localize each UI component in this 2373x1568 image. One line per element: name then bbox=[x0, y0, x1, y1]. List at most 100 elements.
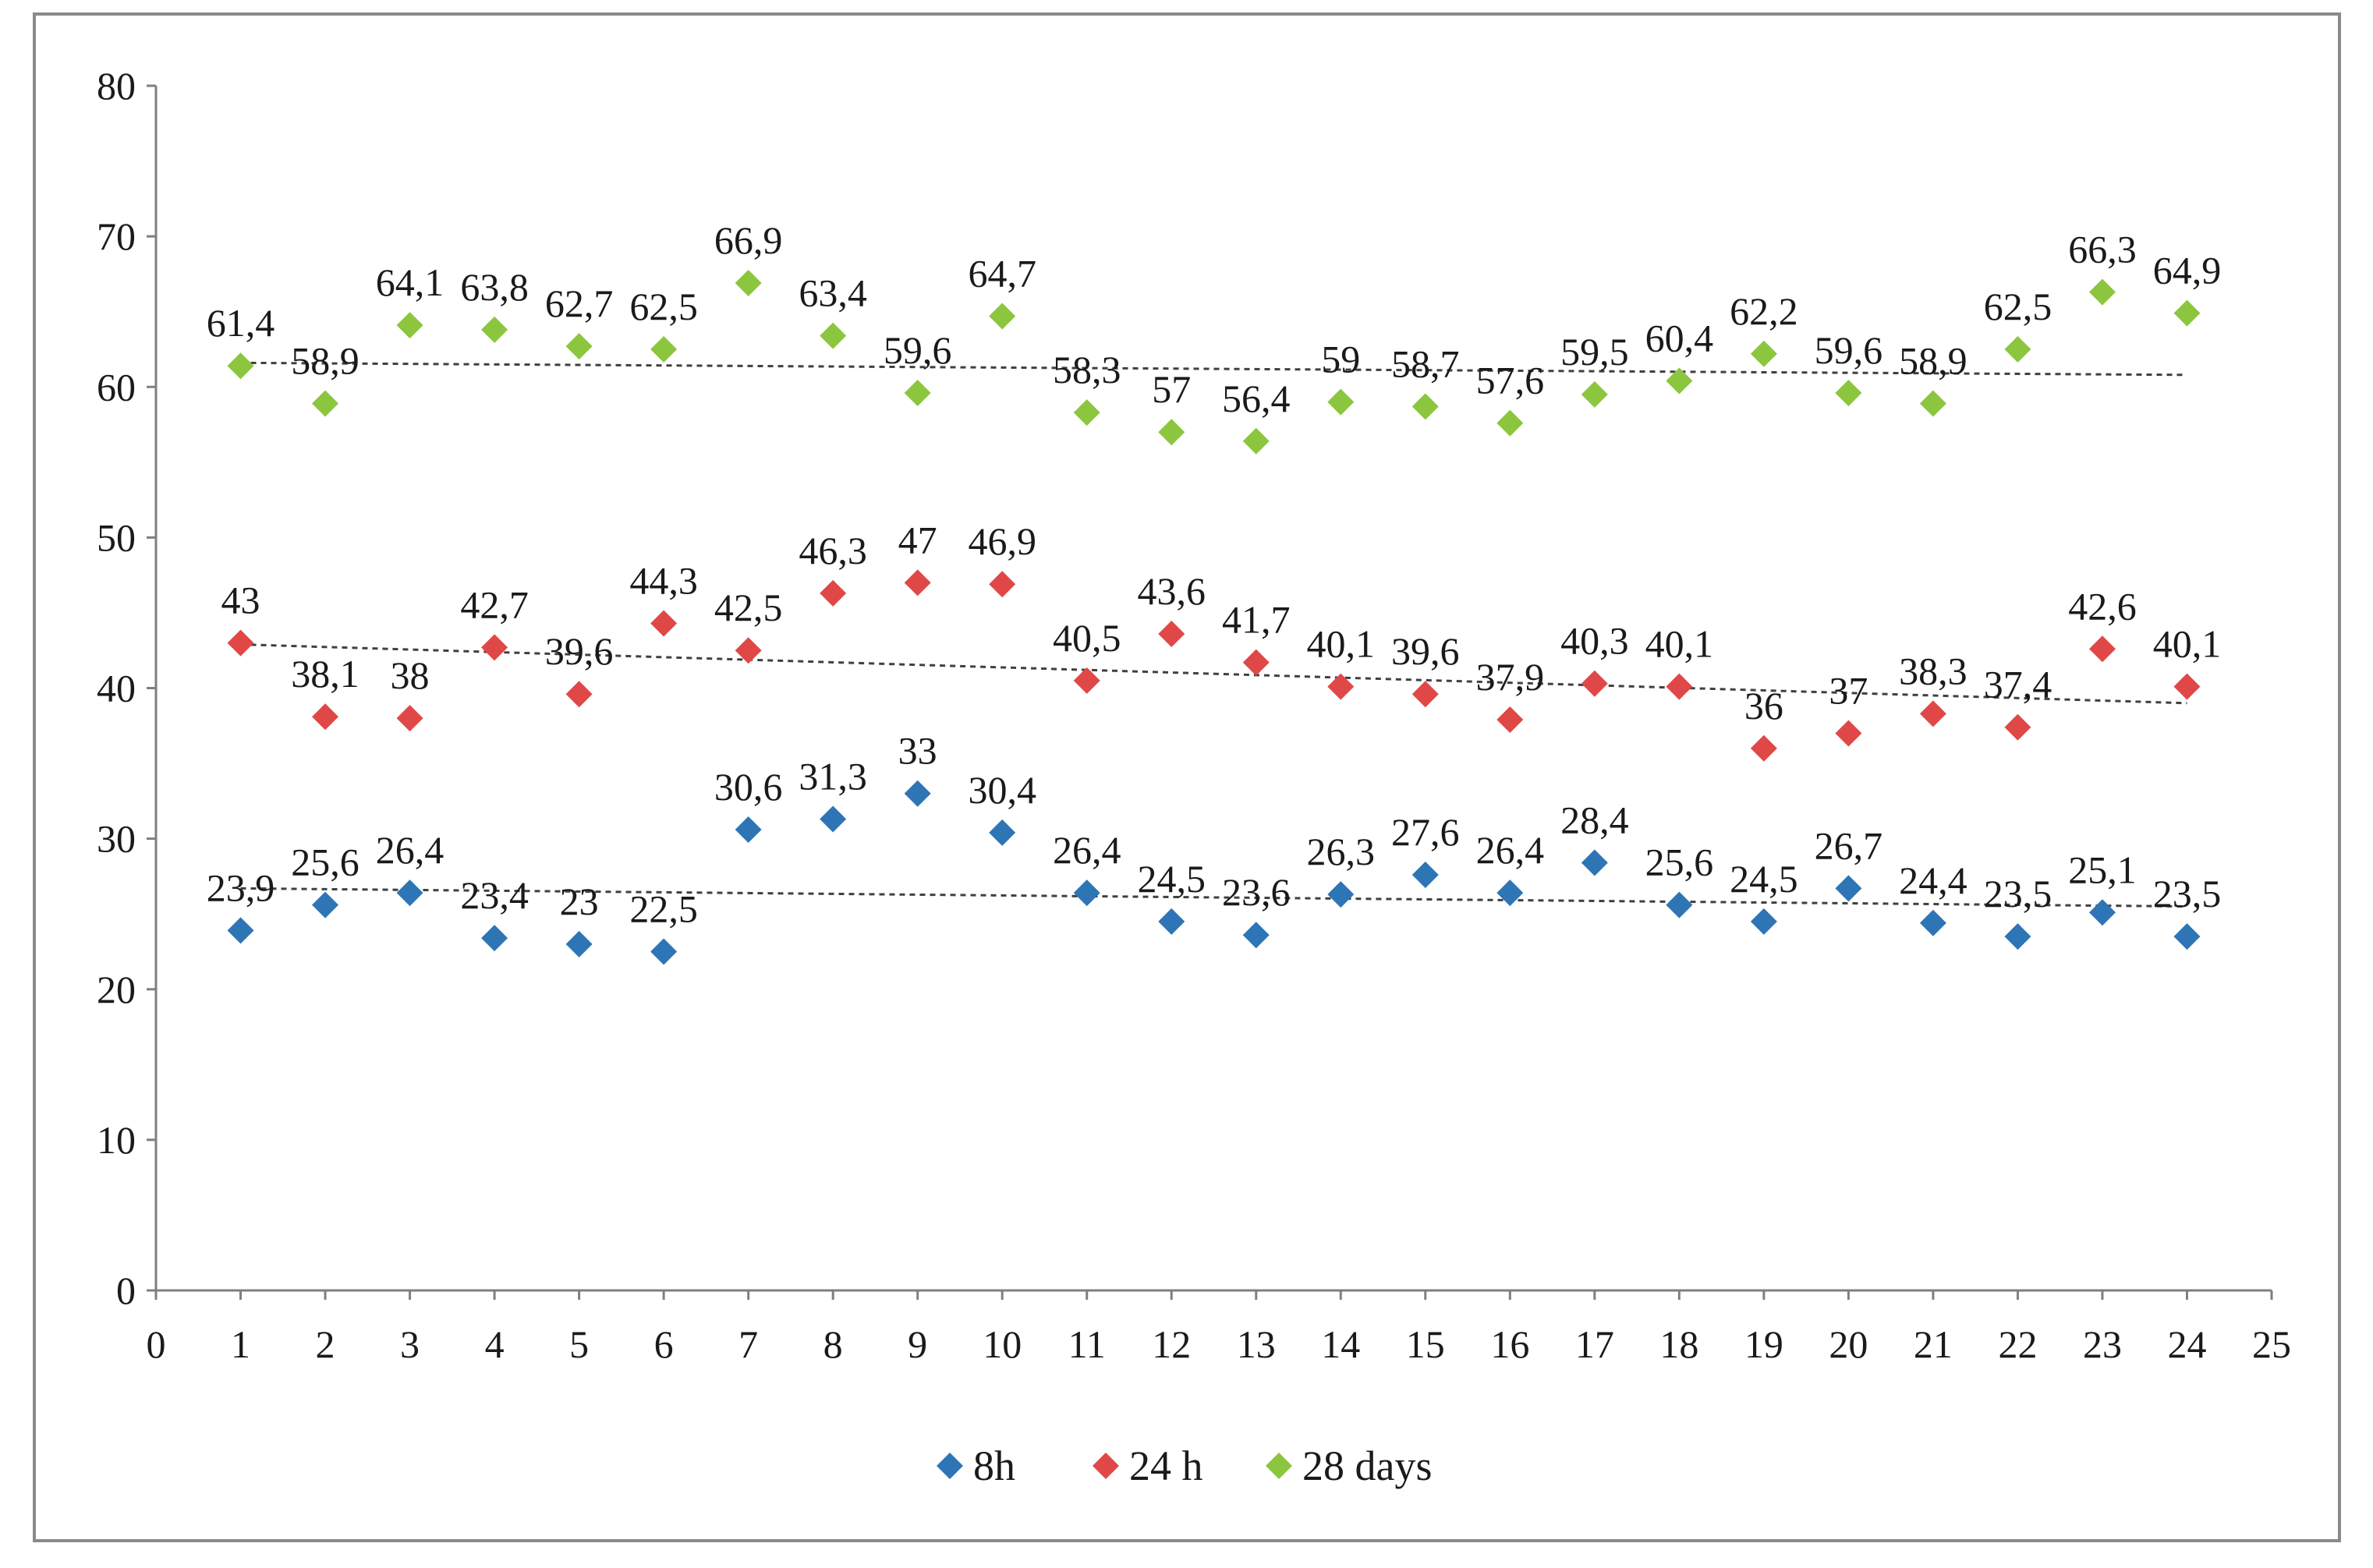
data-point-24-h bbox=[227, 629, 254, 657]
data-label-28-days: 58,9 bbox=[291, 338, 359, 382]
data-point-8h bbox=[312, 891, 339, 919]
data-label-24-h: 40,1 bbox=[2153, 622, 2222, 666]
x-tick-label: 9 bbox=[908, 1322, 927, 1366]
data-point-28-days bbox=[2088, 278, 2116, 306]
x-tick-label: 1 bbox=[231, 1322, 250, 1366]
data-point-8h bbox=[1411, 861, 1439, 888]
x-tick-label: 6 bbox=[654, 1322, 674, 1366]
data-label-24-h: 39,6 bbox=[545, 629, 614, 673]
data-label-24-h: 44,3 bbox=[629, 558, 698, 602]
data-point-28-days bbox=[396, 312, 423, 339]
data-label-8h: 25,6 bbox=[1645, 841, 1714, 884]
x-tick-label: 3 bbox=[400, 1322, 420, 1366]
x-tick-label: 0 bbox=[147, 1322, 166, 1366]
data-label-24-h: 36 bbox=[1744, 684, 1783, 727]
data-point-28-days bbox=[1835, 379, 1862, 406]
x-tick-label: 19 bbox=[1744, 1322, 1783, 1366]
x-tick-label: 13 bbox=[1237, 1322, 1276, 1366]
data-point-24-h bbox=[1327, 673, 1355, 700]
x-tick-label: 21 bbox=[1914, 1322, 1953, 1366]
data-point-24-h bbox=[1242, 649, 1270, 676]
data-label-24-h: 38 bbox=[391, 653, 430, 697]
data-label-28-days: 59 bbox=[1321, 338, 1360, 381]
data-point-28-days bbox=[1242, 427, 1270, 455]
data-point-8h bbox=[820, 805, 847, 833]
data-label-8h: 30,4 bbox=[968, 768, 1036, 812]
data-label-28-days: 64,1 bbox=[376, 260, 444, 304]
data-point-24-h bbox=[1496, 706, 1524, 734]
data-point-28-days bbox=[1327, 388, 1355, 416]
data-label-8h: 24,5 bbox=[1137, 857, 1206, 901]
data-label-24-h: 46,3 bbox=[799, 529, 867, 572]
data-label-24-h: 39,6 bbox=[1391, 629, 1460, 673]
data-point-8h bbox=[650, 938, 678, 965]
data-point-24-h bbox=[565, 681, 593, 708]
x-tick-label: 23 bbox=[2083, 1322, 2122, 1366]
data-point-8h bbox=[2173, 923, 2201, 950]
data-point-28-days bbox=[989, 303, 1016, 330]
x-tick-label: 22 bbox=[1998, 1322, 2037, 1366]
trendline-24-h bbox=[240, 642, 2187, 705]
data-label-28-days: 62,5 bbox=[629, 285, 698, 328]
data-label-24-h: 38,1 bbox=[291, 652, 359, 696]
data-label-24-h: 47 bbox=[898, 518, 937, 561]
x-tick-label: 17 bbox=[1575, 1322, 1614, 1366]
data-point-8h bbox=[1835, 875, 1862, 902]
data-label-28-days: 64,9 bbox=[2153, 249, 2222, 292]
legend: 8h 24 h 28 days bbox=[937, 1442, 1432, 1489]
data-point-28-days bbox=[565, 333, 593, 360]
data-label-8h: 31,3 bbox=[799, 755, 867, 798]
data-point-28-days bbox=[1581, 380, 1608, 408]
data-label-28-days: 66,3 bbox=[2068, 228, 2137, 271]
x-tick-label: 8 bbox=[823, 1322, 843, 1366]
legend-marker-28-days bbox=[1266, 1453, 1292, 1479]
legend-label-8h: 8h bbox=[973, 1442, 1015, 1489]
y-tick-label: 20 bbox=[97, 968, 136, 1011]
data-point-28-days bbox=[735, 269, 762, 296]
x-tick-label: 24 bbox=[2167, 1322, 2206, 1366]
data-label-8h: 23 bbox=[560, 880, 599, 923]
y-tick-label: 80 bbox=[97, 64, 136, 108]
data-label-28-days: 57 bbox=[1152, 367, 1191, 411]
data-point-28-days bbox=[1666, 367, 1693, 395]
data-point-8h bbox=[1581, 849, 1608, 876]
data-label-8h: 22,5 bbox=[629, 887, 698, 930]
data-point-24-h bbox=[1919, 700, 1946, 727]
data-point-24-h bbox=[2088, 635, 2116, 663]
data-labels: 23,9 25,6 26,4 23,4 23 22,5 30,6 31,3 33 30,4 26,4… bbox=[207, 218, 2221, 930]
data-point-8h bbox=[565, 930, 593, 957]
data-markers bbox=[227, 269, 2201, 965]
data-point-28-days bbox=[2173, 299, 2201, 327]
data-label-8h: 23,5 bbox=[1984, 872, 2052, 915]
chart-frame bbox=[33, 12, 2341, 1542]
data-label-28-days: 62,5 bbox=[1984, 285, 2052, 328]
data-label-8h: 30,6 bbox=[714, 765, 783, 809]
data-point-28-days bbox=[312, 390, 339, 417]
data-point-28-days bbox=[1158, 419, 1185, 446]
data-label-8h: 25,1 bbox=[2068, 848, 2137, 891]
y-tick-label: 0 bbox=[116, 1269, 136, 1312]
data-point-28-days bbox=[820, 322, 847, 349]
data-label-24-h: 41,7 bbox=[1222, 598, 1291, 642]
data-point-24-h bbox=[1158, 620, 1185, 647]
data-point-28-days bbox=[1750, 340, 1777, 367]
data-point-28-days bbox=[1411, 393, 1439, 420]
data-label-24-h: 40,1 bbox=[1645, 622, 1714, 666]
data-label-28-days: 57,6 bbox=[1476, 359, 1545, 402]
data-point-24-h bbox=[989, 571, 1016, 598]
x-tick-label: 2 bbox=[316, 1322, 335, 1366]
data-label-24-h: 37 bbox=[1829, 668, 1868, 712]
data-point-8h bbox=[904, 780, 931, 807]
trendlines bbox=[240, 361, 2187, 908]
data-label-28-days: 59,5 bbox=[1560, 330, 1629, 373]
data-label-28-days: 58,3 bbox=[1053, 348, 1121, 391]
x-tick-label: 14 bbox=[1321, 1322, 1360, 1366]
data-label-28-days: 58,7 bbox=[1391, 342, 1460, 385]
data-label-24-h: 43 bbox=[221, 579, 260, 622]
data-point-24-h bbox=[904, 569, 931, 596]
data-label-28-days: 63,8 bbox=[460, 265, 529, 309]
data-label-8h: 26,4 bbox=[1476, 828, 1545, 872]
data-label-28-days: 64,7 bbox=[968, 251, 1036, 295]
data-point-24-h bbox=[2173, 673, 2201, 700]
